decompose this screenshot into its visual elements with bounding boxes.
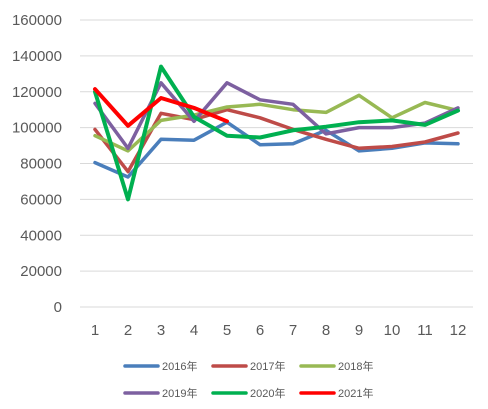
y-axis: 0 20000 40000 60000 80000 100000 120000 140000 1… [12, 12, 62, 316]
y-tick-label: 40000 [20, 227, 62, 244]
series-lines [93, 64, 460, 202]
x-tick-label: 11 [417, 322, 433, 339]
x-tick-label: 4 [190, 322, 198, 339]
series-line-2017年 [93, 107, 460, 174]
y-tick-label: 20000 [20, 263, 62, 280]
y-tick-label: 120000 [12, 84, 62, 101]
y-tick-label: 80000 [20, 156, 62, 173]
x-tick-label: 7 [289, 322, 297, 339]
x-tick-label: 1 [91, 322, 99, 339]
y-tick-label: 160000 [12, 12, 62, 29]
x-tick-label: 2 [124, 322, 132, 339]
series-line-2021年 [93, 87, 229, 128]
legend-label: 2020年 [250, 386, 285, 400]
legend-label: 2021年 [338, 386, 373, 400]
series-line-2018年 [93, 93, 460, 153]
x-axis: 1 2 3 4 5 6 7 8 9 10 11 12 [91, 322, 467, 339]
x-tick-label: 3 [157, 322, 165, 339]
legend-label: 2017年 [250, 359, 285, 373]
y-tick-label: 0 [54, 299, 62, 316]
y-tick-label: 140000 [12, 48, 62, 65]
x-tick-label: 12 [450, 322, 467, 339]
x-tick-label: 10 [384, 322, 401, 339]
legend: 2016年 2017年 2018年 2019年 2020年 2021年 [123, 359, 373, 400]
legend-label: 2019年 [162, 386, 197, 400]
x-tick-label: 8 [322, 322, 330, 339]
legend-label: 2018年 [338, 359, 373, 373]
x-tick-label: 6 [256, 322, 264, 339]
legend-label: 2016年 [162, 359, 197, 373]
y-tick-label: 100000 [12, 120, 62, 137]
series-line-2020年 [93, 64, 460, 202]
x-tick-label: 5 [223, 322, 231, 339]
x-tick-label: 9 [355, 322, 363, 339]
y-tick-label: 60000 [20, 191, 62, 208]
